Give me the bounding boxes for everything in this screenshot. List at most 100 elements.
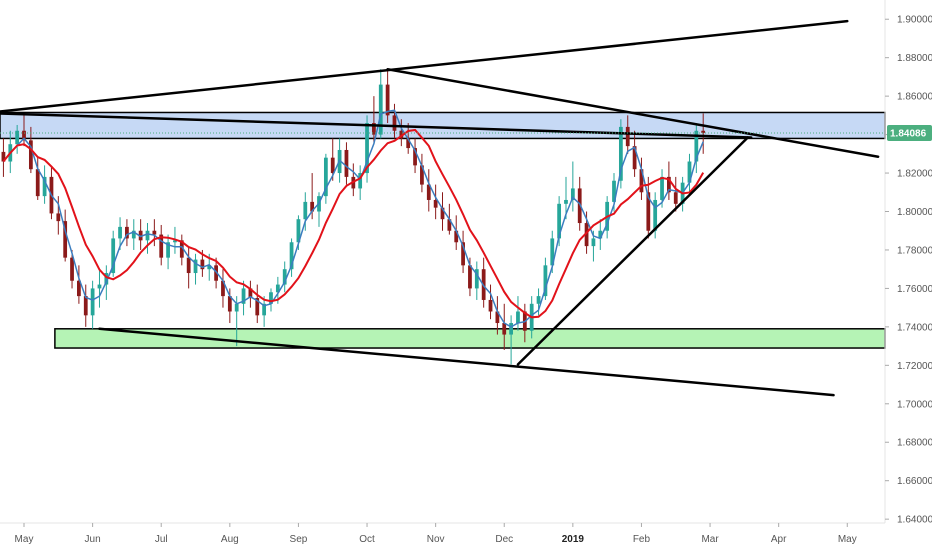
x-tick-label: Dec <box>495 534 513 545</box>
x-tick-label: Sep <box>290 534 308 545</box>
support-zone <box>54 328 886 349</box>
candle-body <box>145 230 150 241</box>
candle-body <box>612 180 616 202</box>
candle-body <box>420 165 424 185</box>
candle-body <box>447 219 452 231</box>
x-axis-ticks: May Jun Jul Aug Sep Oct Nov Dec 2019 Feb Mar Apr May <box>15 523 857 545</box>
x-tick-label: 2019 <box>562 534 585 545</box>
candle-body <box>632 146 637 170</box>
y-tick-label: 1.68000 <box>897 438 932 449</box>
candle-body <box>591 238 596 247</box>
candle-body <box>577 188 582 224</box>
candle-body <box>159 234 164 258</box>
candle-body <box>378 84 383 135</box>
y-tick-label: 1.72000 <box>897 361 932 372</box>
candle-body <box>70 257 74 281</box>
candle-body <box>454 230 459 243</box>
candle-body <box>221 280 225 297</box>
candle-body <box>358 173 363 189</box>
y-tick-label: 1.90000 <box>897 15 932 26</box>
fast-moving-average-line <box>2 109 704 328</box>
candle-body <box>131 230 136 239</box>
trendline <box>516 136 750 366</box>
candle-body <box>385 84 390 116</box>
candle-body <box>474 269 479 289</box>
candle-body <box>413 148 417 166</box>
candle-body <box>200 259 205 270</box>
last-price-badge: 1.84086 <box>887 124 932 141</box>
y-tick-label: 1.78000 <box>897 245 932 256</box>
candle-body <box>90 288 95 316</box>
x-tick-label: Feb <box>633 534 651 545</box>
x-tick-label: Jun <box>85 534 101 545</box>
y-tick-label: 1.64000 <box>897 515 932 526</box>
y-tick-label: 1.66000 <box>897 476 932 487</box>
candle-body <box>323 157 328 197</box>
candle-body <box>303 201 308 220</box>
y-tick-label: 1.82000 <box>897 169 932 180</box>
candle-body <box>550 238 555 266</box>
candle-body <box>28 140 33 170</box>
y-tick-label: 1.86000 <box>897 92 932 103</box>
candle-body <box>694 130 699 162</box>
candle-body <box>193 259 198 274</box>
x-tick-label: Apr <box>771 534 787 545</box>
candle-body <box>310 201 315 212</box>
candle-body <box>584 223 589 247</box>
candle-body <box>660 176 664 200</box>
candle-body <box>282 269 287 285</box>
candle-body <box>63 221 68 258</box>
candle-body <box>639 169 644 193</box>
x-tick-label: May <box>838 534 857 545</box>
candle-body <box>461 242 465 266</box>
candle-body <box>557 203 562 239</box>
y-tick-label: 1.74000 <box>897 322 932 333</box>
trendline <box>0 19 849 113</box>
candle-body <box>22 130 26 141</box>
candle-body <box>516 311 520 324</box>
candle-body <box>1 151 6 162</box>
candle-body <box>488 299 493 312</box>
candle-body <box>275 284 280 293</box>
y-tick-label: 1.76000 <box>897 284 932 295</box>
candle-body <box>495 311 500 324</box>
candle-body <box>42 176 47 197</box>
x-tick-label: Nov <box>427 534 445 545</box>
candle-body <box>186 257 191 274</box>
candle-body <box>618 126 623 181</box>
candle-body <box>289 242 294 270</box>
x-tick-label: Jul <box>155 534 168 545</box>
candle-body <box>173 240 177 243</box>
candle-body <box>104 273 109 285</box>
trendlines-layer <box>0 19 880 397</box>
candle-body <box>111 238 116 274</box>
candle-body <box>365 123 369 174</box>
candle-body <box>372 123 376 135</box>
candle-body <box>468 265 472 289</box>
candle-body <box>433 199 438 208</box>
candle-body <box>344 149 349 177</box>
candle-body <box>179 240 184 258</box>
candle-body <box>262 303 267 316</box>
candle-body <box>598 230 603 239</box>
candle-body <box>440 207 445 220</box>
candle-body <box>701 130 706 133</box>
y-tick-label: 1.70000 <box>897 399 932 410</box>
candle-body <box>248 288 253 299</box>
moving-averages-layer <box>2 109 705 328</box>
candle-body <box>536 296 541 304</box>
x-tick-label: Mar <box>701 534 719 545</box>
candle-body <box>35 169 40 197</box>
last-price-badge-bg <box>887 124 932 141</box>
candle-body <box>687 161 692 183</box>
candle-body <box>653 199 658 231</box>
candle-body <box>296 219 301 243</box>
candle-body <box>118 226 122 239</box>
candle-body <box>15 130 20 145</box>
candle-body <box>502 323 507 335</box>
candle-body <box>125 226 129 239</box>
